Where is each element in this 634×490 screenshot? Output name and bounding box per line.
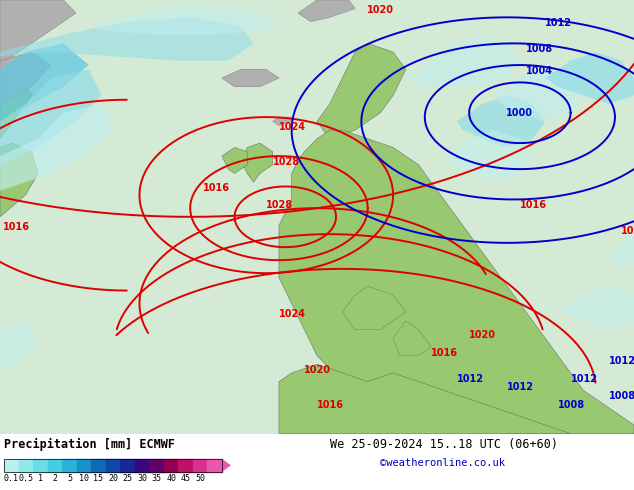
Polygon shape (495, 70, 583, 122)
Polygon shape (298, 0, 355, 22)
Text: 1016: 1016 (621, 226, 634, 236)
Text: 10: 10 (79, 474, 89, 483)
Polygon shape (406, 35, 520, 87)
Text: 40: 40 (166, 474, 176, 483)
Text: 1008: 1008 (526, 44, 553, 54)
Bar (135, 459, 150, 472)
Polygon shape (444, 130, 533, 182)
Text: 1016: 1016 (3, 222, 30, 232)
Text: 1024: 1024 (279, 309, 306, 318)
Polygon shape (273, 117, 292, 126)
Bar (48, 459, 62, 472)
Text: 0.1: 0.1 (4, 474, 19, 483)
Text: 1008: 1008 (609, 391, 634, 401)
Polygon shape (0, 0, 76, 65)
Polygon shape (545, 52, 634, 104)
Polygon shape (317, 44, 406, 139)
Bar (193, 459, 207, 472)
Polygon shape (342, 286, 406, 330)
Polygon shape (279, 130, 634, 434)
Bar (77, 459, 91, 472)
Text: 1012: 1012 (545, 18, 573, 28)
Bar (164, 459, 178, 472)
Polygon shape (0, 143, 38, 217)
Text: 1016: 1016 (203, 183, 230, 193)
Text: 1008: 1008 (558, 400, 585, 410)
Polygon shape (0, 44, 89, 122)
Bar (120, 459, 135, 472)
Polygon shape (0, 70, 101, 165)
Polygon shape (279, 364, 571, 434)
Text: 30: 30 (137, 474, 147, 483)
Text: 15: 15 (93, 474, 103, 483)
Text: 1028: 1028 (273, 157, 300, 167)
Text: 20: 20 (108, 474, 118, 483)
Text: ©weatheronline.co.uk: ©weatheronline.co.uk (380, 458, 505, 468)
Text: 25: 25 (122, 474, 133, 483)
Bar (106, 459, 120, 472)
Text: 1016: 1016 (317, 400, 344, 410)
Text: 1004: 1004 (526, 66, 553, 76)
Polygon shape (241, 143, 273, 182)
Bar (4, 459, 18, 472)
Bar (4, 459, 222, 472)
Text: 1016: 1016 (431, 347, 458, 358)
Text: 1020: 1020 (469, 330, 496, 340)
Text: We 25-09-2024 15..18 UTC (06+60): We 25-09-2024 15..18 UTC (06+60) (330, 438, 558, 451)
Text: 1012: 1012 (571, 373, 598, 384)
Polygon shape (456, 96, 545, 147)
Bar (178, 459, 193, 472)
Polygon shape (0, 52, 51, 104)
Polygon shape (222, 70, 279, 87)
Text: Precipitation [mm] ECMWF: Precipitation [mm] ECMWF (4, 438, 175, 451)
Polygon shape (222, 147, 247, 173)
Text: 1016: 1016 (520, 200, 547, 210)
Text: 1020: 1020 (304, 365, 332, 375)
Polygon shape (0, 17, 254, 61)
Text: 1012: 1012 (456, 373, 484, 384)
Text: 5: 5 (67, 474, 72, 483)
Text: 35: 35 (152, 474, 162, 483)
Bar (207, 459, 222, 472)
Text: 0.5: 0.5 (18, 474, 34, 483)
Polygon shape (0, 321, 38, 373)
Bar (150, 459, 164, 472)
Polygon shape (609, 225, 634, 269)
Polygon shape (95, 4, 279, 35)
Text: 1020: 1020 (367, 5, 394, 15)
Text: 50: 50 (195, 474, 205, 483)
Polygon shape (222, 459, 231, 472)
Bar (91, 459, 106, 472)
Text: 2: 2 (53, 474, 57, 483)
Polygon shape (393, 321, 431, 356)
Text: 45: 45 (181, 474, 191, 483)
Text: 1: 1 (38, 474, 43, 483)
Bar (62, 459, 77, 472)
Text: 1024: 1024 (279, 122, 306, 132)
Text: 1012: 1012 (609, 356, 634, 366)
Text: 1012: 1012 (507, 382, 534, 392)
Polygon shape (0, 70, 32, 139)
Bar (18, 459, 33, 472)
Text: 1028: 1028 (266, 200, 294, 210)
Text: 1000: 1000 (507, 108, 533, 118)
Polygon shape (558, 286, 634, 330)
Bar (33, 459, 48, 472)
Polygon shape (0, 104, 114, 191)
